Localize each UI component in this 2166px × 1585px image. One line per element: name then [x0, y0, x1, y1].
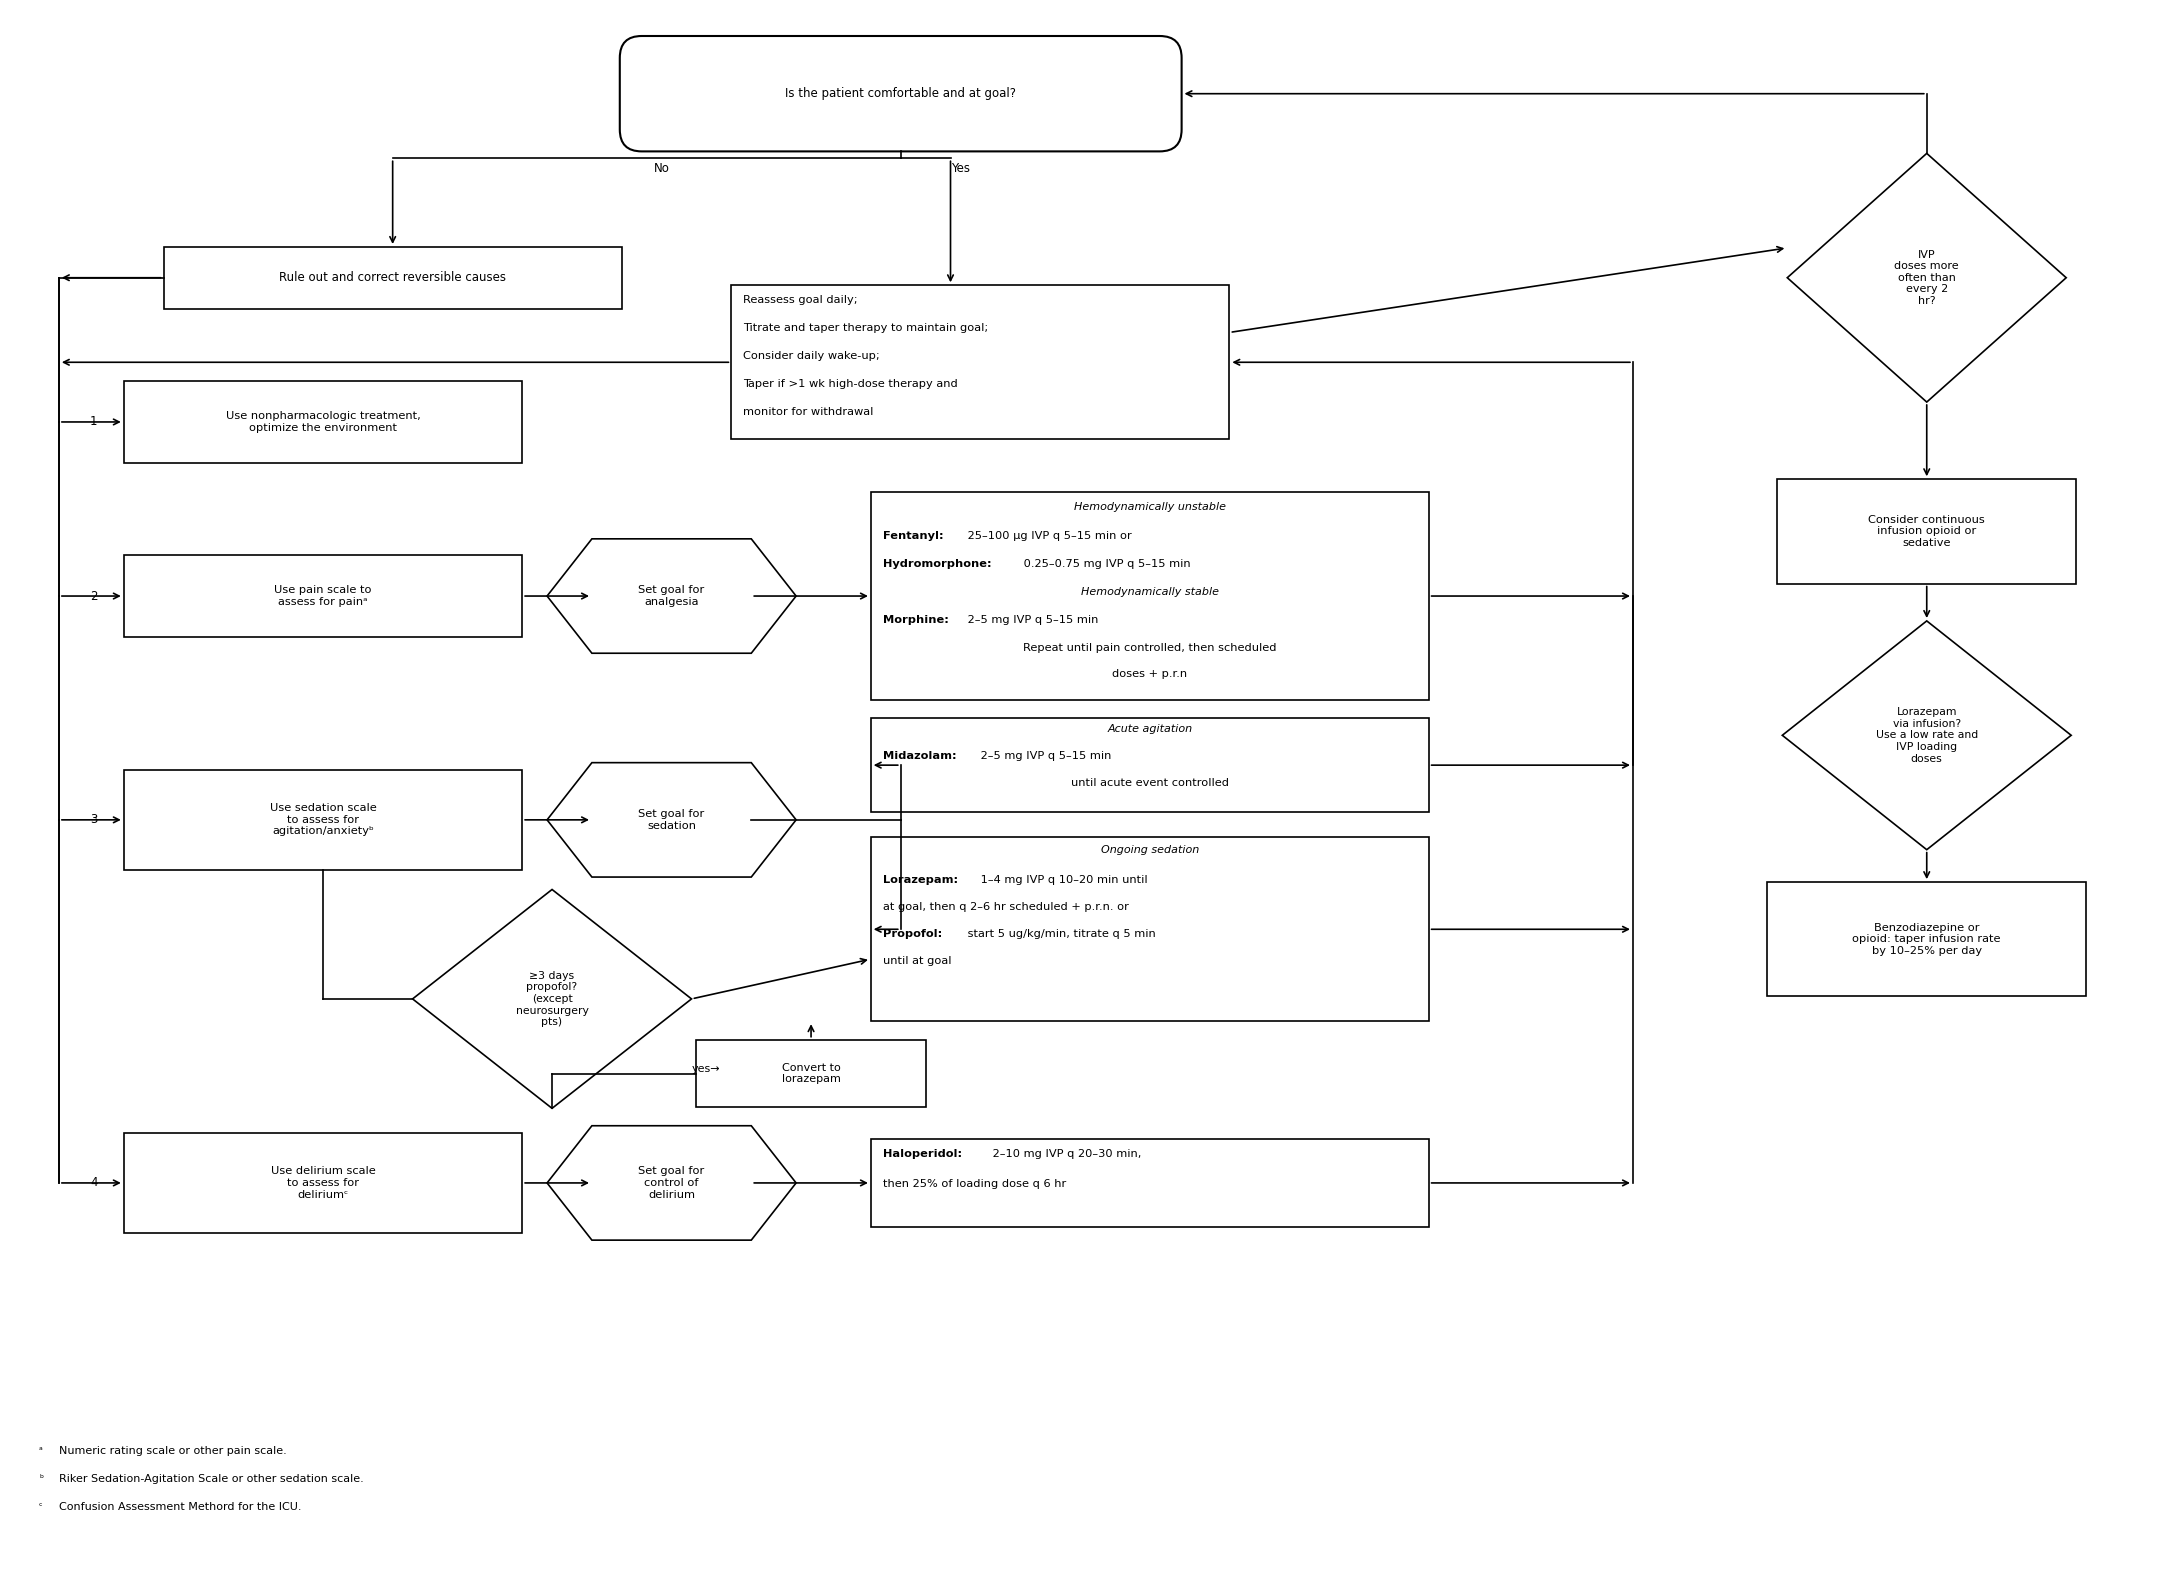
Text: Yes: Yes [951, 162, 970, 174]
Text: Haloperidol:: Haloperidol: [884, 1149, 962, 1159]
Text: Repeat until pain controlled, then scheduled: Repeat until pain controlled, then sched… [1022, 644, 1276, 653]
Text: doses + p.r.n: doses + p.r.n [1111, 669, 1187, 678]
Text: until acute event controlled: until acute event controlled [1070, 778, 1228, 788]
Text: Lorazepam:: Lorazepam: [884, 875, 957, 884]
Bar [165, 247, 622, 309]
Text: Midazolam:: Midazolam: [884, 751, 957, 761]
Bar [871, 837, 1430, 1021]
FancyBboxPatch shape [619, 36, 1183, 152]
Text: start 5 ug/kg/min, titrate q 5 min: start 5 ug/kg/min, titrate q 5 min [964, 929, 1157, 938]
Text: 1: 1 [91, 415, 97, 428]
Text: No: No [654, 162, 669, 174]
Text: Confusion Assessment Methord for the ICU.: Confusion Assessment Methord for the ICU… [58, 1503, 301, 1512]
Bar [1778, 479, 2077, 583]
Text: Set goal for
control of
delirium: Set goal for control of delirium [639, 1167, 704, 1200]
Text: Rule out and correct reversible causes: Rule out and correct reversible causes [279, 271, 507, 284]
Text: Benzodiazepine or
opioid: taper infusion rate
by 10–25% per day: Benzodiazepine or opioid: taper infusion… [1852, 922, 2001, 956]
Polygon shape [548, 1125, 797, 1239]
Text: Fentanyl:: Fentanyl: [884, 531, 944, 542]
Text: ᶜ: ᶜ [39, 1503, 43, 1512]
Bar [1767, 881, 2086, 997]
Text: ≥3 days
propofol?
(except
neurosurgery
pts): ≥3 days propofol? (except neurosurgery p… [516, 970, 589, 1027]
Text: Use sedation scale
to assess for
agitation/anxietyᵇ: Use sedation scale to assess for agitati… [269, 804, 377, 837]
Text: monitor for withdrawal: monitor for withdrawal [743, 406, 873, 417]
Text: at goal, then q 2–6 hr scheduled + p.r.n. or: at goal, then q 2–6 hr scheduled + p.r.n… [884, 902, 1128, 911]
Text: Use pain scale to
assess for painᵃ: Use pain scale to assess for painᵃ [275, 585, 373, 607]
Text: 2–10 mg IVP q 20–30 min,: 2–10 mg IVP q 20–30 min, [990, 1149, 1141, 1159]
Text: until at goal: until at goal [884, 956, 951, 965]
Text: IVP
doses more
often than
every 2
hr?: IVP doses more often than every 2 hr? [1895, 249, 1958, 306]
Text: Is the patient comfortable and at goal?: Is the patient comfortable and at goal? [786, 87, 1016, 100]
Text: then 25% of loading dose q 6 hr: then 25% of loading dose q 6 hr [884, 1179, 1066, 1189]
Text: Numeric rating scale or other pain scale.: Numeric rating scale or other pain scale… [58, 1447, 286, 1457]
Text: Riker Sedation-Agitation Scale or other sedation scale.: Riker Sedation-Agitation Scale or other … [58, 1474, 364, 1484]
Polygon shape [412, 889, 691, 1108]
Text: Ongoing sedation: Ongoing sedation [1100, 845, 1198, 856]
Text: Morphine:: Morphine: [884, 615, 949, 624]
Bar [123, 555, 522, 637]
Bar [123, 380, 522, 463]
Text: Consider continuous
infusion opioid or
sedative: Consider continuous infusion opioid or s… [1869, 515, 1984, 548]
Text: Taper if >1 wk high-dose therapy and: Taper if >1 wk high-dose therapy and [743, 379, 957, 388]
Text: 0.25–0.75 mg IVP q 5–15 min: 0.25–0.75 mg IVP q 5–15 min [1020, 560, 1191, 569]
Text: 25–100 μg IVP q 5–15 min or: 25–100 μg IVP q 5–15 min or [964, 531, 1133, 542]
Text: Lorazepam
via infusion?
Use a low rate and
IVP loading
doses: Lorazepam via infusion? Use a low rate a… [1876, 707, 1978, 764]
Text: Set goal for
analgesia: Set goal for analgesia [639, 585, 704, 607]
Bar [732, 285, 1230, 439]
Text: Reassess goal daily;: Reassess goal daily; [743, 295, 858, 306]
Text: Convert to
lorazepam: Convert to lorazepam [782, 1062, 840, 1084]
Text: ᵇ: ᵇ [39, 1474, 43, 1484]
Polygon shape [1783, 621, 2071, 850]
Text: Acute agitation: Acute agitation [1107, 724, 1191, 734]
Text: Use delirium scale
to assess for
deliriumᶜ: Use delirium scale to assess for deliriu… [271, 1167, 375, 1200]
Bar [871, 718, 1430, 813]
Bar [123, 770, 522, 870]
Text: yes→: yes→ [691, 1064, 719, 1073]
Bar [871, 1140, 1430, 1227]
Text: Set goal for
sedation: Set goal for sedation [639, 808, 704, 831]
Text: Hydromorphone:: Hydromorphone: [884, 560, 992, 569]
Polygon shape [548, 539, 797, 653]
Text: Propofol:: Propofol: [884, 929, 942, 938]
Bar [123, 1133, 522, 1233]
Text: 2–5 mg IVP q 5–15 min: 2–5 mg IVP q 5–15 min [964, 615, 1098, 624]
Text: Consider daily wake-up;: Consider daily wake-up; [743, 350, 879, 361]
Text: Titrate and taper therapy to maintain goal;: Titrate and taper therapy to maintain go… [743, 323, 988, 333]
Text: Use nonpharmacologic treatment,
optimize the environment: Use nonpharmacologic treatment, optimize… [225, 411, 420, 433]
Text: 2–5 mg IVP q 5–15 min: 2–5 mg IVP q 5–15 min [977, 751, 1111, 761]
Bar [871, 491, 1430, 701]
Text: ᵃ: ᵃ [39, 1447, 43, 1457]
Polygon shape [1787, 154, 2066, 403]
Text: 1–4 mg IVP q 10–20 min until: 1–4 mg IVP q 10–20 min until [977, 875, 1148, 884]
Text: 4: 4 [91, 1176, 97, 1189]
Text: 3: 3 [91, 813, 97, 826]
Bar [697, 1040, 925, 1108]
Text: Hemodynamically unstable: Hemodynamically unstable [1074, 501, 1226, 512]
Text: 2: 2 [91, 590, 97, 602]
Polygon shape [548, 762, 797, 877]
Text: Hemodynamically stable: Hemodynamically stable [1081, 586, 1219, 598]
